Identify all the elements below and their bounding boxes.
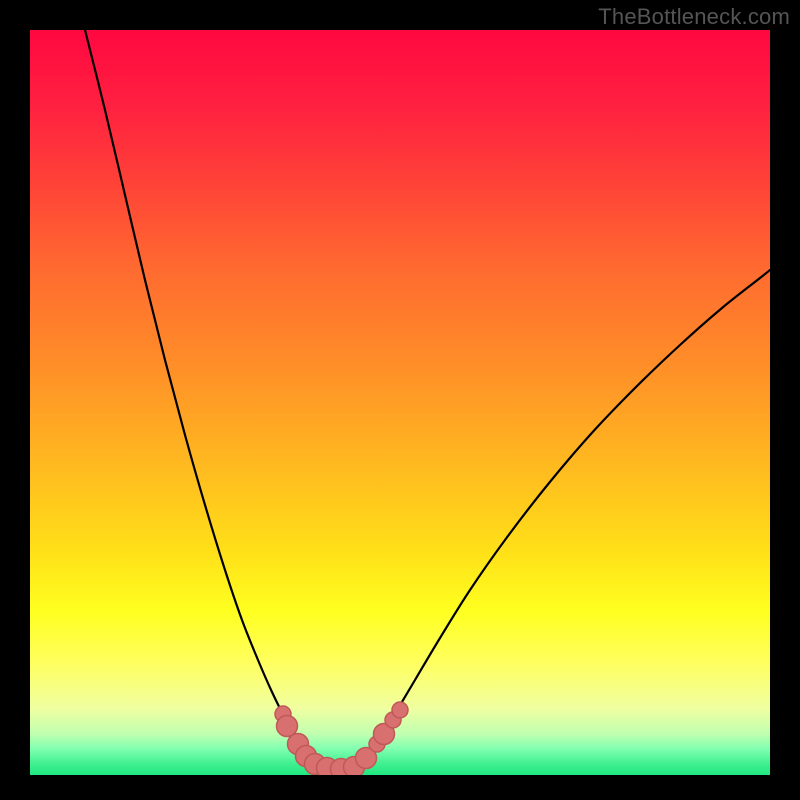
watermark-text: TheBottleneck.com	[598, 4, 790, 30]
chart-canvas	[30, 30, 770, 775]
chart-frame	[30, 30, 770, 775]
marker-dot	[277, 716, 298, 737]
gradient-background	[30, 30, 770, 775]
marker-dot	[392, 702, 408, 718]
